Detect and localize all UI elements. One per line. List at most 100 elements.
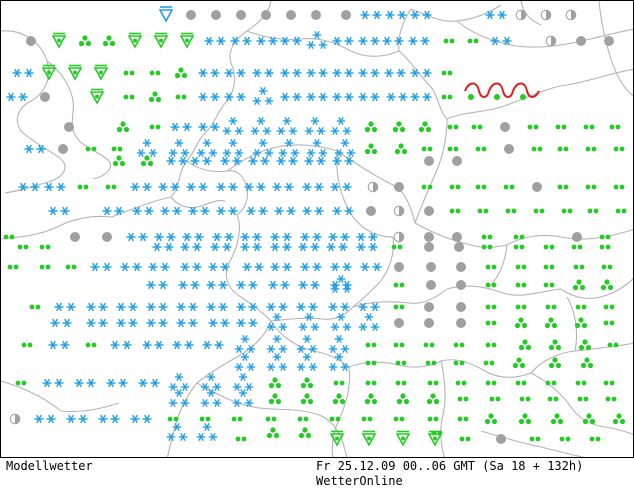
rain-icon [587, 208, 599, 214]
shower-icon [140, 155, 154, 167]
rain-icon [365, 380, 377, 386]
snow-icon [215, 182, 239, 192]
overcast-icon [394, 182, 404, 192]
rain-icon [477, 208, 489, 214]
snow-icon [383, 68, 407, 78]
overcast-icon [424, 232, 434, 242]
overcast-icon [236, 10, 246, 20]
shower-icon [364, 143, 378, 155]
overcast-icon [456, 302, 466, 312]
overcast-icon [452, 156, 462, 166]
rain-icon [361, 416, 373, 422]
rain-icon [609, 124, 621, 130]
valid-time-label: Fr 25.12.09 00..06 GMT (Sa 18 + 132h) [316, 459, 584, 473]
snow-icon [295, 302, 319, 312]
snow-icon [145, 302, 169, 312]
overcast-icon [424, 242, 434, 252]
rain-icon [421, 184, 433, 190]
heavy-snow-icon [276, 116, 298, 136]
snow-icon [129, 182, 153, 192]
shower-icon [518, 339, 532, 351]
snow-icon [301, 206, 325, 216]
snow-icon [384, 10, 408, 20]
snow-icon [303, 156, 327, 166]
heavy-snow-icon [166, 422, 188, 442]
rain-icon [393, 416, 405, 422]
rain-shower-icon [362, 430, 376, 446]
rain-icon [29, 304, 41, 310]
snow-icon [279, 68, 303, 78]
snow-icon [235, 302, 259, 312]
overcast-icon [58, 144, 68, 154]
rain-icon [599, 244, 611, 250]
snow-icon [235, 318, 259, 328]
snow-icon [407, 36, 431, 46]
rain-icon [447, 146, 459, 152]
overcast-icon [211, 10, 221, 20]
rain-icon [7, 264, 19, 270]
snow-icon [169, 122, 193, 132]
rain-icon [167, 416, 179, 422]
overcast-icon [452, 232, 462, 242]
shower-icon [514, 317, 528, 329]
weather-symbols [3, 6, 627, 446]
rain-icon [15, 380, 27, 386]
heavy-snow-icon [200, 388, 222, 408]
snow-icon [205, 302, 229, 312]
provider-label: WetterOnline [316, 474, 403, 488]
snow-icon [145, 280, 169, 290]
snow-icon [17, 182, 41, 192]
shower-icon [600, 279, 614, 291]
snow-icon [229, 36, 253, 46]
rain-shower-icon [90, 88, 104, 104]
snow-icon [357, 36, 381, 46]
product-label: Modellwetter [6, 459, 93, 473]
snow-icon [137, 378, 161, 388]
rain-icon [447, 124, 459, 130]
partly-cloudy-icon [545, 35, 557, 47]
snow-icon [269, 262, 293, 272]
snow-icon [331, 92, 355, 102]
rain-icon [573, 264, 585, 270]
overcast-icon [311, 10, 321, 20]
rain-icon [471, 124, 483, 130]
snow-icon [185, 182, 209, 192]
snow-icon [357, 68, 381, 78]
snow-icon [205, 280, 229, 290]
heavy-snow-icon [278, 138, 300, 158]
shower-icon [332, 393, 346, 405]
snow-icon [53, 302, 77, 312]
snow-icon [187, 206, 211, 216]
snow-icon [33, 414, 57, 424]
snow-icon [215, 206, 239, 216]
shower-icon [364, 393, 378, 405]
partly-cloudy-icon [540, 9, 552, 21]
snow-icon [115, 318, 139, 328]
overcast-icon [572, 232, 582, 242]
rain-icon [519, 396, 531, 402]
overcast-icon [186, 10, 196, 20]
snow-icon [105, 378, 129, 388]
rain-icon [615, 208, 627, 214]
map-canvas [1, 1, 633, 457]
shower-icon [112, 155, 126, 167]
overcast-icon [424, 318, 434, 328]
overcast-icon [604, 36, 614, 46]
snow-icon [357, 302, 381, 312]
snow-icon [11, 68, 35, 78]
rain-shower-icon [52, 32, 66, 48]
footer-bar: Modellwetter Fr 25.12.09 00..06 GMT (Sa … [0, 458, 634, 490]
weather-map [0, 0, 634, 458]
snow-icon [355, 242, 379, 252]
snow-icon [357, 92, 381, 102]
overcast-icon [40, 92, 50, 102]
snow-icon [207, 318, 231, 328]
rain-icon [585, 146, 597, 152]
partly-cloudy-icon [393, 231, 405, 243]
snow-icon [47, 340, 71, 350]
rain-icon [265, 416, 277, 422]
snow-icon [327, 302, 351, 312]
snow-icon [85, 302, 109, 312]
shower-icon [418, 121, 432, 133]
overcast-icon [286, 10, 296, 20]
